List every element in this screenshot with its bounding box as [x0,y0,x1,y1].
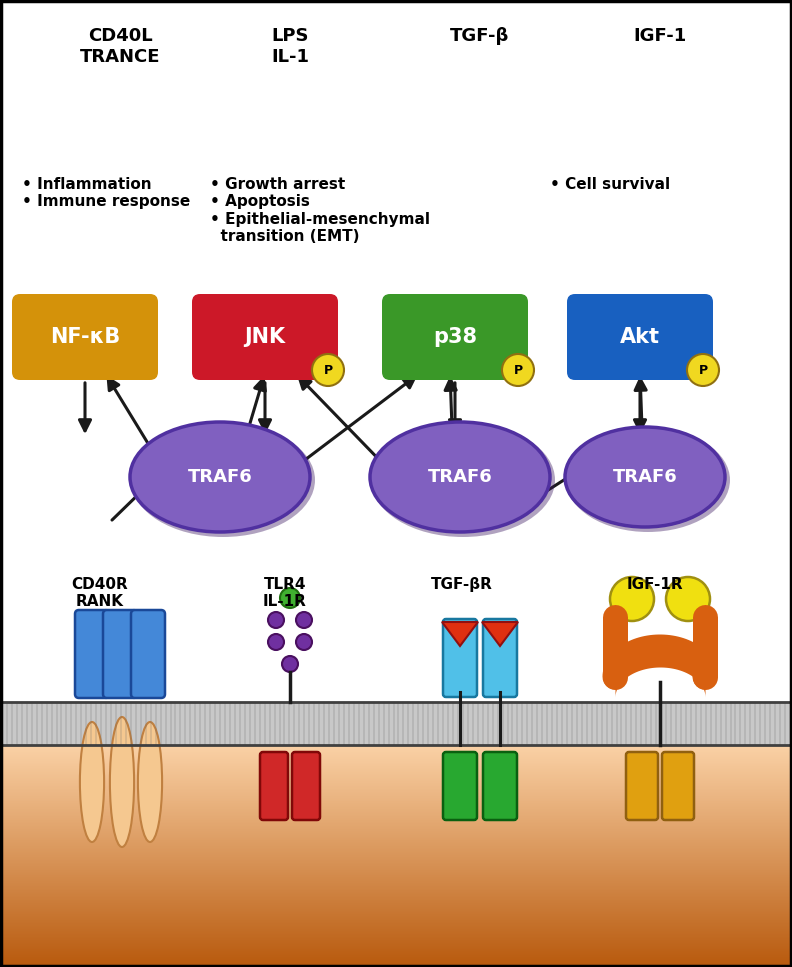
Text: TRAF6: TRAF6 [188,468,253,486]
Circle shape [502,354,534,386]
FancyBboxPatch shape [75,610,109,698]
Text: TGF-βR: TGF-βR [431,577,493,592]
Text: IGF-1: IGF-1 [634,27,687,45]
Polygon shape [442,622,478,646]
FancyBboxPatch shape [292,752,320,820]
Text: Akt: Akt [620,327,660,347]
Circle shape [268,612,284,628]
FancyBboxPatch shape [260,752,288,820]
Ellipse shape [566,428,730,532]
Text: P: P [323,364,333,376]
FancyBboxPatch shape [483,619,517,697]
Text: • Inflammation
• Immune response: • Inflammation • Immune response [22,177,190,210]
Text: TLR4
IL-1R: TLR4 IL-1R [263,577,307,609]
Text: NF-κB: NF-κB [50,327,120,347]
Text: CD40R
RANK: CD40R RANK [71,577,128,609]
Text: LPS
IL-1: LPS IL-1 [271,27,309,66]
FancyBboxPatch shape [131,610,165,698]
Ellipse shape [130,422,310,532]
Circle shape [296,612,312,628]
Circle shape [296,634,312,650]
Text: TRAF6: TRAF6 [613,468,677,486]
FancyBboxPatch shape [662,752,694,820]
Text: CD40L
TRANCE: CD40L TRANCE [80,27,160,66]
Ellipse shape [110,717,134,847]
FancyBboxPatch shape [103,610,137,698]
FancyBboxPatch shape [443,619,477,697]
FancyBboxPatch shape [567,294,713,380]
FancyBboxPatch shape [443,752,477,820]
FancyBboxPatch shape [192,294,338,380]
Text: IGF-1R: IGF-1R [626,577,683,592]
Polygon shape [482,622,518,646]
Text: P: P [699,364,707,376]
Ellipse shape [80,722,104,842]
Circle shape [282,656,298,672]
Text: • Growth arrest
• Apoptosis
• Epithelial-mesenchymal
  transition (EMT): • Growth arrest • Apoptosis • Epithelial… [210,177,430,245]
Text: p38: p38 [433,327,477,347]
Circle shape [312,354,344,386]
Ellipse shape [138,722,162,842]
FancyBboxPatch shape [483,752,517,820]
Ellipse shape [371,423,555,537]
Text: JNK: JNK [245,327,286,347]
Ellipse shape [370,422,550,532]
Text: TRAF6: TRAF6 [428,468,493,486]
Circle shape [268,634,284,650]
Circle shape [280,588,300,608]
Text: P: P [513,364,523,376]
FancyBboxPatch shape [626,752,658,820]
Circle shape [610,577,654,621]
Text: • Cell survival: • Cell survival [550,177,670,192]
Circle shape [666,577,710,621]
Ellipse shape [565,427,725,527]
FancyBboxPatch shape [12,294,158,380]
FancyBboxPatch shape [382,294,528,380]
Text: TGF-β: TGF-β [451,27,510,45]
Circle shape [687,354,719,386]
Ellipse shape [131,423,315,537]
